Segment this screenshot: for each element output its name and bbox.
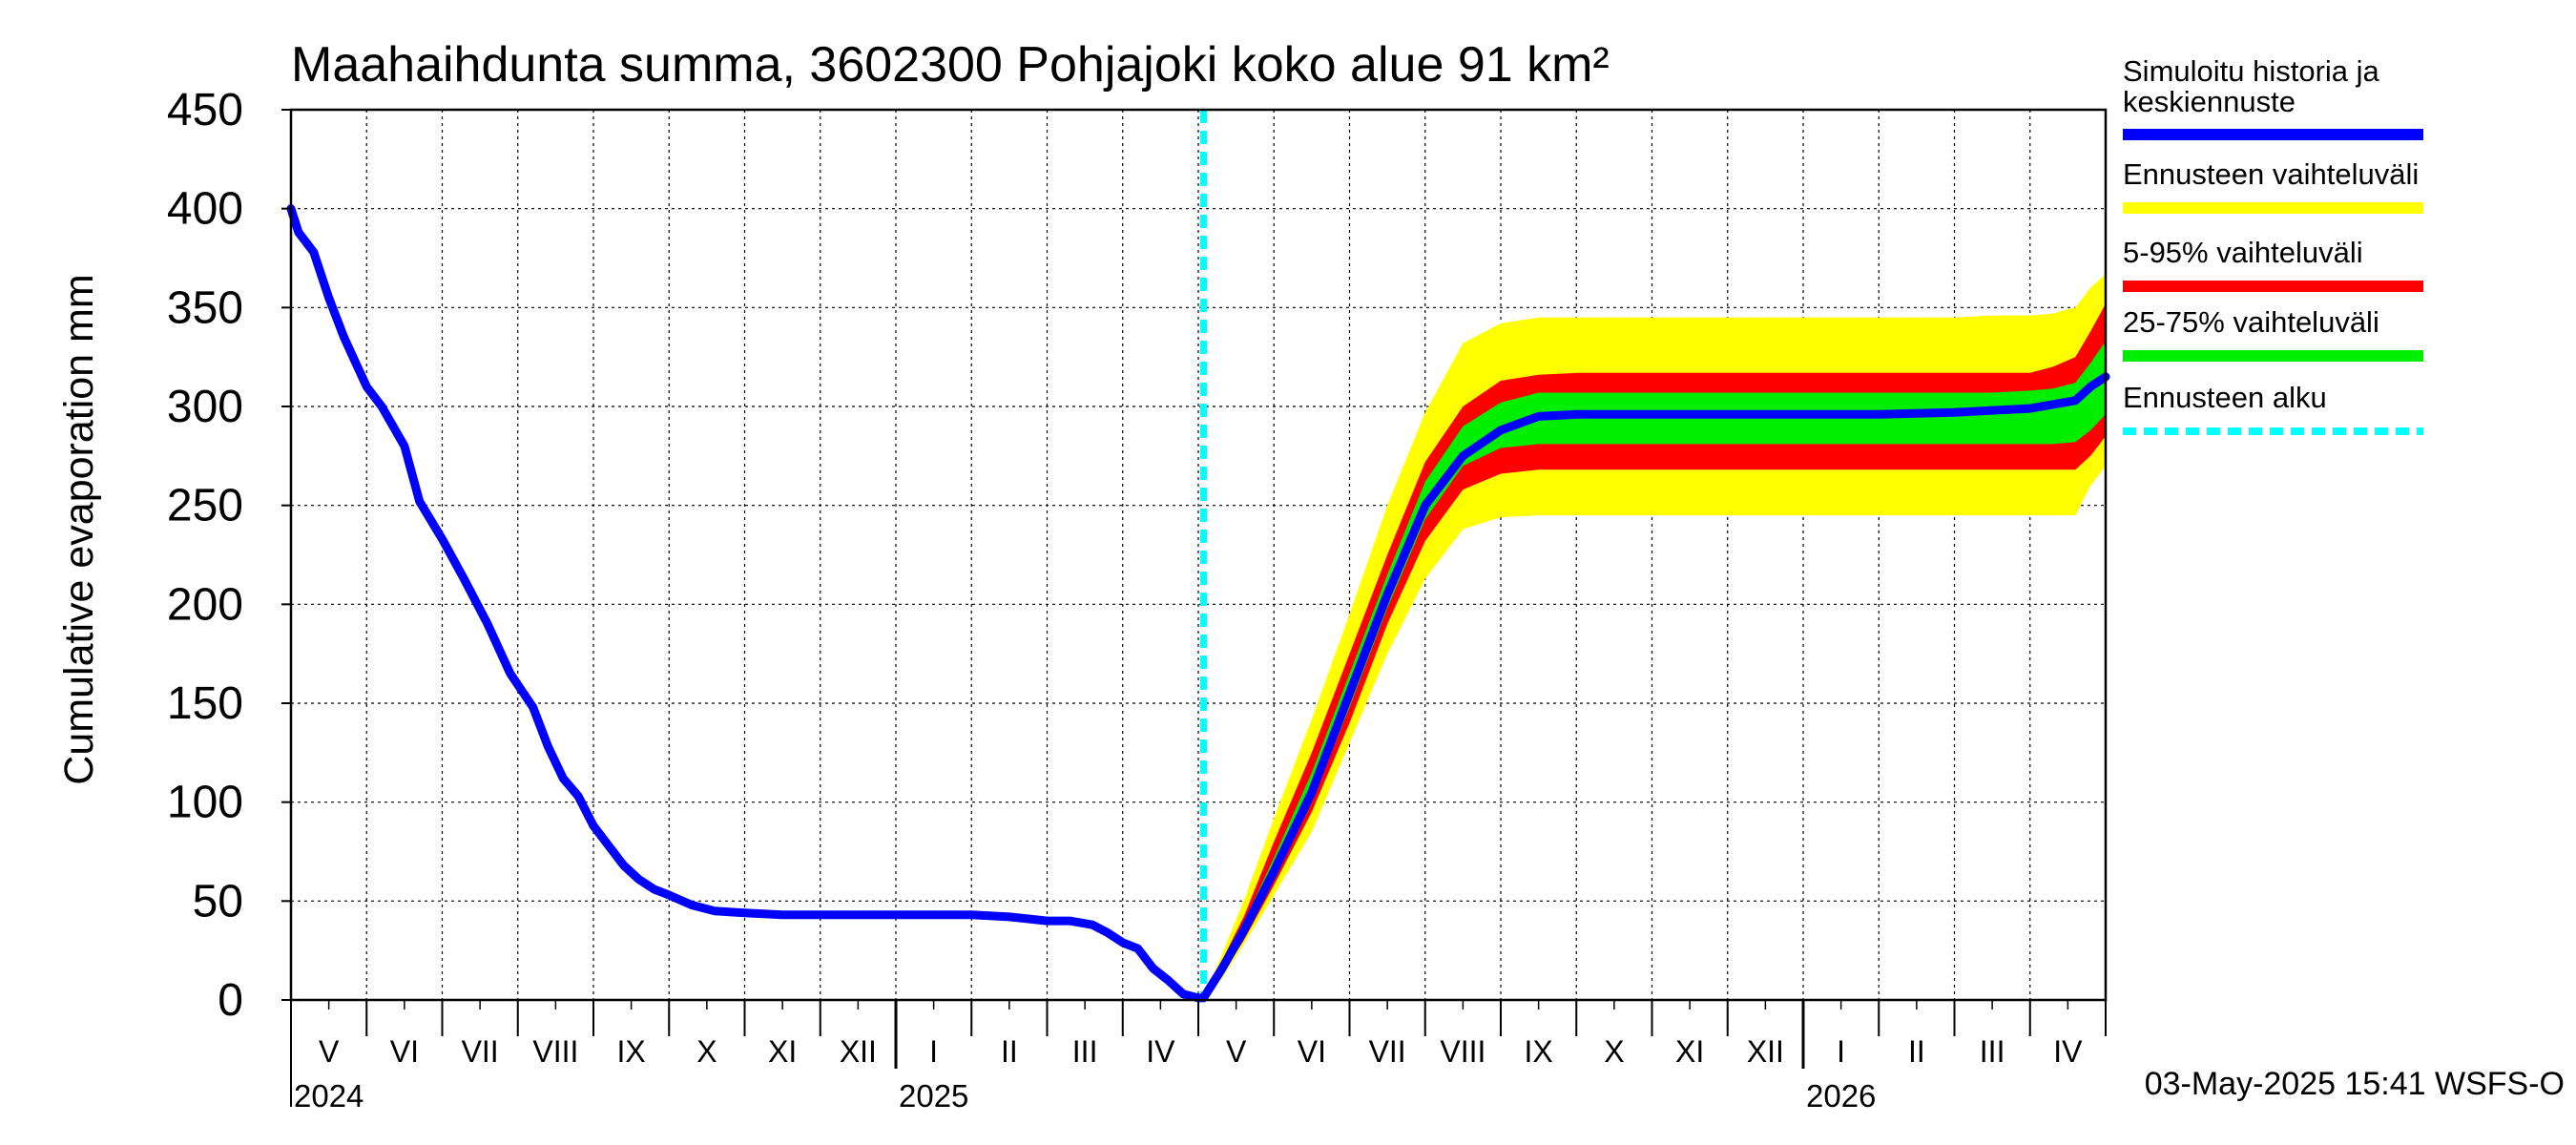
- footer-timestamp: 03-May-2025 15:41 WSFS-O: [2145, 1066, 2565, 1102]
- y-tick-label: 350: [167, 282, 243, 333]
- series-lines: [286, 110, 2110, 1003]
- month-label: X: [696, 1034, 717, 1069]
- month-label: IV: [2053, 1034, 2083, 1069]
- month-label: VIII: [1440, 1034, 1485, 1069]
- month-label: XI: [1675, 1034, 1704, 1069]
- month-label: II: [1001, 1034, 1018, 1069]
- month-label: X: [1604, 1034, 1624, 1069]
- month-label: III: [1072, 1034, 1098, 1069]
- y-tick-label: 400: [167, 184, 243, 235]
- month-label: III: [1980, 1034, 2005, 1069]
- chart-title: Maahaihdunta summa, 3602300 Pohjajoki ko…: [291, 37, 1610, 93]
- month-label: I: [1837, 1034, 1845, 1069]
- month-label: II: [1908, 1034, 1925, 1069]
- year-label: 2024: [294, 1078, 364, 1114]
- month-label: I: [929, 1034, 938, 1069]
- month-label: V: [1226, 1034, 1247, 1069]
- y-tick-label: 450: [167, 85, 243, 135]
- plot-frame: [289, 108, 2108, 1002]
- legend-label: Ennusteen alku: [2123, 381, 2327, 414]
- y-tick-label: 200: [167, 579, 243, 630]
- legend-label: Simuloitu historia ja: [2123, 54, 2380, 88]
- y-tick-label: 300: [167, 382, 243, 432]
- y-tick-label: 150: [167, 678, 243, 729]
- month-label: V: [319, 1034, 340, 1069]
- month-label: XII: [840, 1034, 877, 1069]
- y-axis-label: Cumulative evaporation mm: [56, 274, 102, 784]
- legend-label: keskiennuste: [2123, 85, 2296, 118]
- legend-label: 25-75% vaihteluväli: [2123, 305, 2379, 339]
- month-label: VI: [390, 1034, 419, 1069]
- y-tick-label: 0: [218, 975, 243, 1026]
- y-tick-label: 50: [193, 876, 243, 926]
- month-label: IX: [1525, 1034, 1553, 1069]
- legend-label: Ennusteen vaihteluväli: [2123, 157, 2419, 191]
- month-label: VII: [462, 1034, 499, 1069]
- month-label: VI: [1298, 1034, 1326, 1069]
- legend-label: 5-95% vaihteluväli: [2123, 236, 2363, 269]
- year-label: 2025: [899, 1078, 968, 1114]
- grid-lines: [290, 109, 2107, 1001]
- forecast-bands: [1203, 274, 2106, 998]
- month-label: VIII: [532, 1034, 578, 1069]
- y-tick-label: 250: [167, 481, 243, 531]
- y-tick-label: 100: [167, 778, 243, 828]
- month-label: VII: [1369, 1034, 1406, 1069]
- year-label: 2026: [1806, 1078, 1876, 1114]
- month-label: XII: [1747, 1034, 1784, 1069]
- month-label: XI: [768, 1034, 797, 1069]
- month-label: IV: [1146, 1034, 1175, 1069]
- month-label: IX: [617, 1034, 646, 1069]
- series-line-main: [286, 204, 2110, 1003]
